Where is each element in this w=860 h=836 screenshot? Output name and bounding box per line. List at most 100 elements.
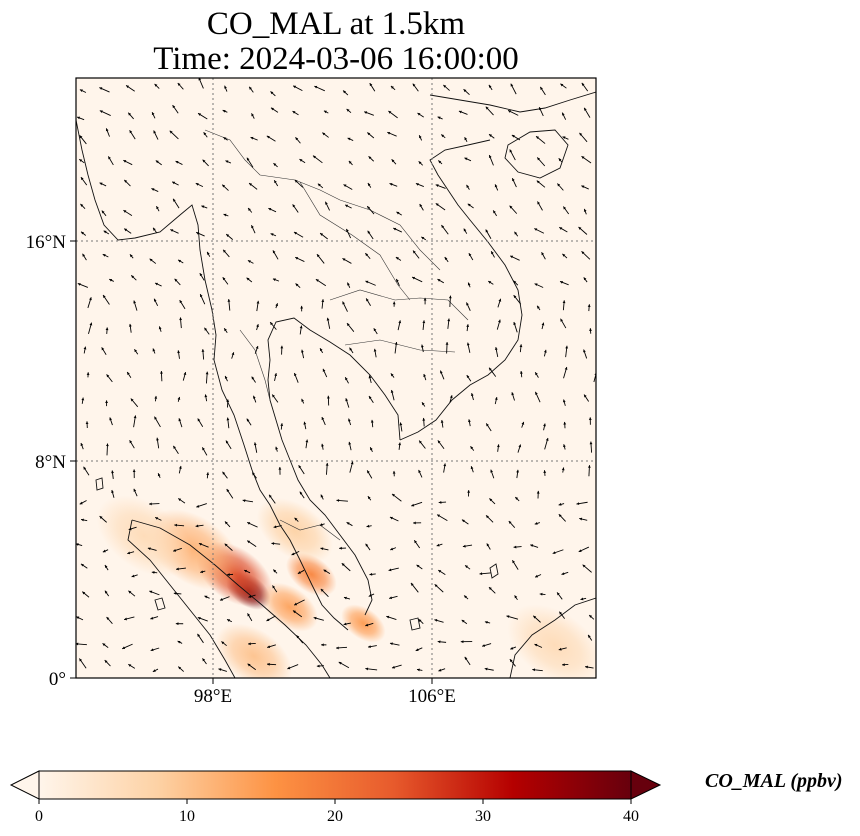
wind-arrow-head	[534, 283, 538, 287]
wind-arrow-head	[221, 641, 225, 645]
wind-arrow-head	[155, 160, 159, 164]
wind-arrow-head	[488, 587, 492, 591]
wind-arrow-head	[246, 277, 250, 281]
wind-arrow-head	[102, 643, 106, 647]
wind-arrow-head	[509, 149, 513, 153]
wind-arrow-head	[536, 136, 540, 140]
wind-arrow-head	[537, 157, 541, 161]
wind-arrow-head	[510, 646, 514, 650]
wind-arrow-head	[346, 323, 350, 327]
wind-arrow-head	[319, 523, 323, 526]
wind-arrow-head	[151, 571, 155, 574]
wind-arrow-head	[79, 89, 83, 93]
wind-arrow-head	[345, 377, 348, 381]
wind-arrow-head	[224, 375, 228, 379]
wind-arrow-head	[494, 347, 498, 350]
concentration-hotspots	[96, 495, 596, 678]
wind-arrow-head	[204, 327, 208, 331]
wind-arrow-head	[513, 295, 517, 299]
wind-arrow-head	[177, 83, 181, 86]
wind-arrow-head	[498, 298, 502, 302]
wind-arrow-head	[219, 598, 223, 601]
wind-arrow-head	[226, 234, 230, 237]
wind-arrow-head	[177, 350, 181, 354]
concentration-hotspot	[256, 498, 334, 564]
wind-arrow-head	[320, 588, 324, 592]
wind-arrow-head	[80, 563, 84, 567]
wind-arrow-head	[416, 668, 420, 672]
wind-arrow-head	[149, 258, 153, 262]
wind-arrow-head	[126, 85, 130, 89]
wind-arrow-head	[79, 501, 83, 505]
colorbar: 0 10 20 30 40	[9, 770, 662, 825]
wind-arrow-head	[589, 328, 592, 331]
wind-arrow-head	[563, 421, 567, 425]
wind-arrow-head	[346, 108, 350, 112]
wind-arrow-head	[251, 225, 254, 229]
wind-arrow-head	[578, 549, 582, 552]
wind-arrow-head	[511, 392, 515, 396]
wind-arrow-head	[315, 279, 319, 282]
wind-arrow-head	[79, 135, 83, 139]
wind-arrow-head	[515, 497, 519, 500]
wind-arrow-head	[320, 494, 324, 498]
wind-arrow-head	[396, 278, 399, 282]
wind-arrow-head	[322, 368, 326, 372]
wind-arrow-head	[134, 349, 138, 353]
wind-arrow-head	[447, 318, 451, 322]
wind-arrow-head	[398, 320, 402, 324]
wind-arrow-head	[389, 642, 393, 646]
wind-arrow-head	[178, 418, 182, 422]
wind-arrow-head	[176, 567, 179, 571]
wind-arrow-head	[179, 317, 183, 321]
wind-arrow-head	[173, 198, 176, 202]
wind-arrow-head	[79, 658, 83, 662]
wind-arrow-head	[512, 560, 515, 564]
wind-arrow-head	[488, 155, 492, 159]
wind-arrow-head	[227, 619, 231, 622]
wind-arrow-head	[299, 491, 303, 495]
wind-arrow-head	[218, 668, 222, 671]
wind-arrow-head	[559, 611, 563, 615]
wind-arrow-head	[312, 155, 316, 159]
wind-arrow-head	[253, 442, 257, 446]
wind-arrow-head	[413, 521, 416, 525]
wind-arrow-head	[99, 87, 103, 90]
wind-arrow-head	[521, 421, 525, 425]
wind-arrow-head	[203, 132, 207, 136]
wind-arrow-head	[421, 402, 425, 406]
wind-arrow-head	[183, 372, 187, 376]
wind-arrow-head	[519, 370, 523, 374]
wind-arrow-head	[247, 522, 251, 525]
wind-arrow-head	[82, 591, 86, 595]
wind-arrow-head	[247, 613, 251, 617]
wind-arrow-head	[316, 664, 320, 668]
wind-arrow-head	[222, 277, 226, 281]
concentration-hotspot	[507, 604, 596, 678]
wind-arrow-head	[532, 668, 536, 672]
wind-arrow-head	[466, 184, 470, 188]
wind-arrow-head	[224, 521, 228, 525]
wind-arrow-head	[248, 642, 251, 646]
wind-arrow-head	[202, 658, 206, 662]
wind-arrow-head	[275, 446, 279, 450]
wind-arrow-head	[128, 323, 132, 327]
wind-arrow-head	[467, 203, 471, 207]
wind-arrow-head	[541, 252, 545, 256]
wind-arrow-head	[438, 500, 442, 504]
wind-arrow-head	[266, 135, 270, 139]
wind-arrow-head	[543, 349, 547, 353]
wind-arrow-head	[305, 439, 309, 443]
wind-arrow-head	[103, 295, 106, 299]
wind-arrow-head	[155, 517, 159, 520]
wind-arrow-head	[124, 617, 128, 621]
wind-arrow-head	[198, 543, 202, 546]
wind-arrow-head	[369, 83, 373, 87]
colorbar-tick-10: 10	[179, 808, 195, 825]
wind-arrow-head	[129, 254, 133, 258]
wind-arrow-head	[436, 543, 440, 547]
wind-arrow-head	[200, 570, 204, 574]
wind-arrow-head	[202, 447, 205, 451]
wind-arrow-head	[270, 107, 274, 111]
wind-arrow-head	[248, 208, 251, 211]
